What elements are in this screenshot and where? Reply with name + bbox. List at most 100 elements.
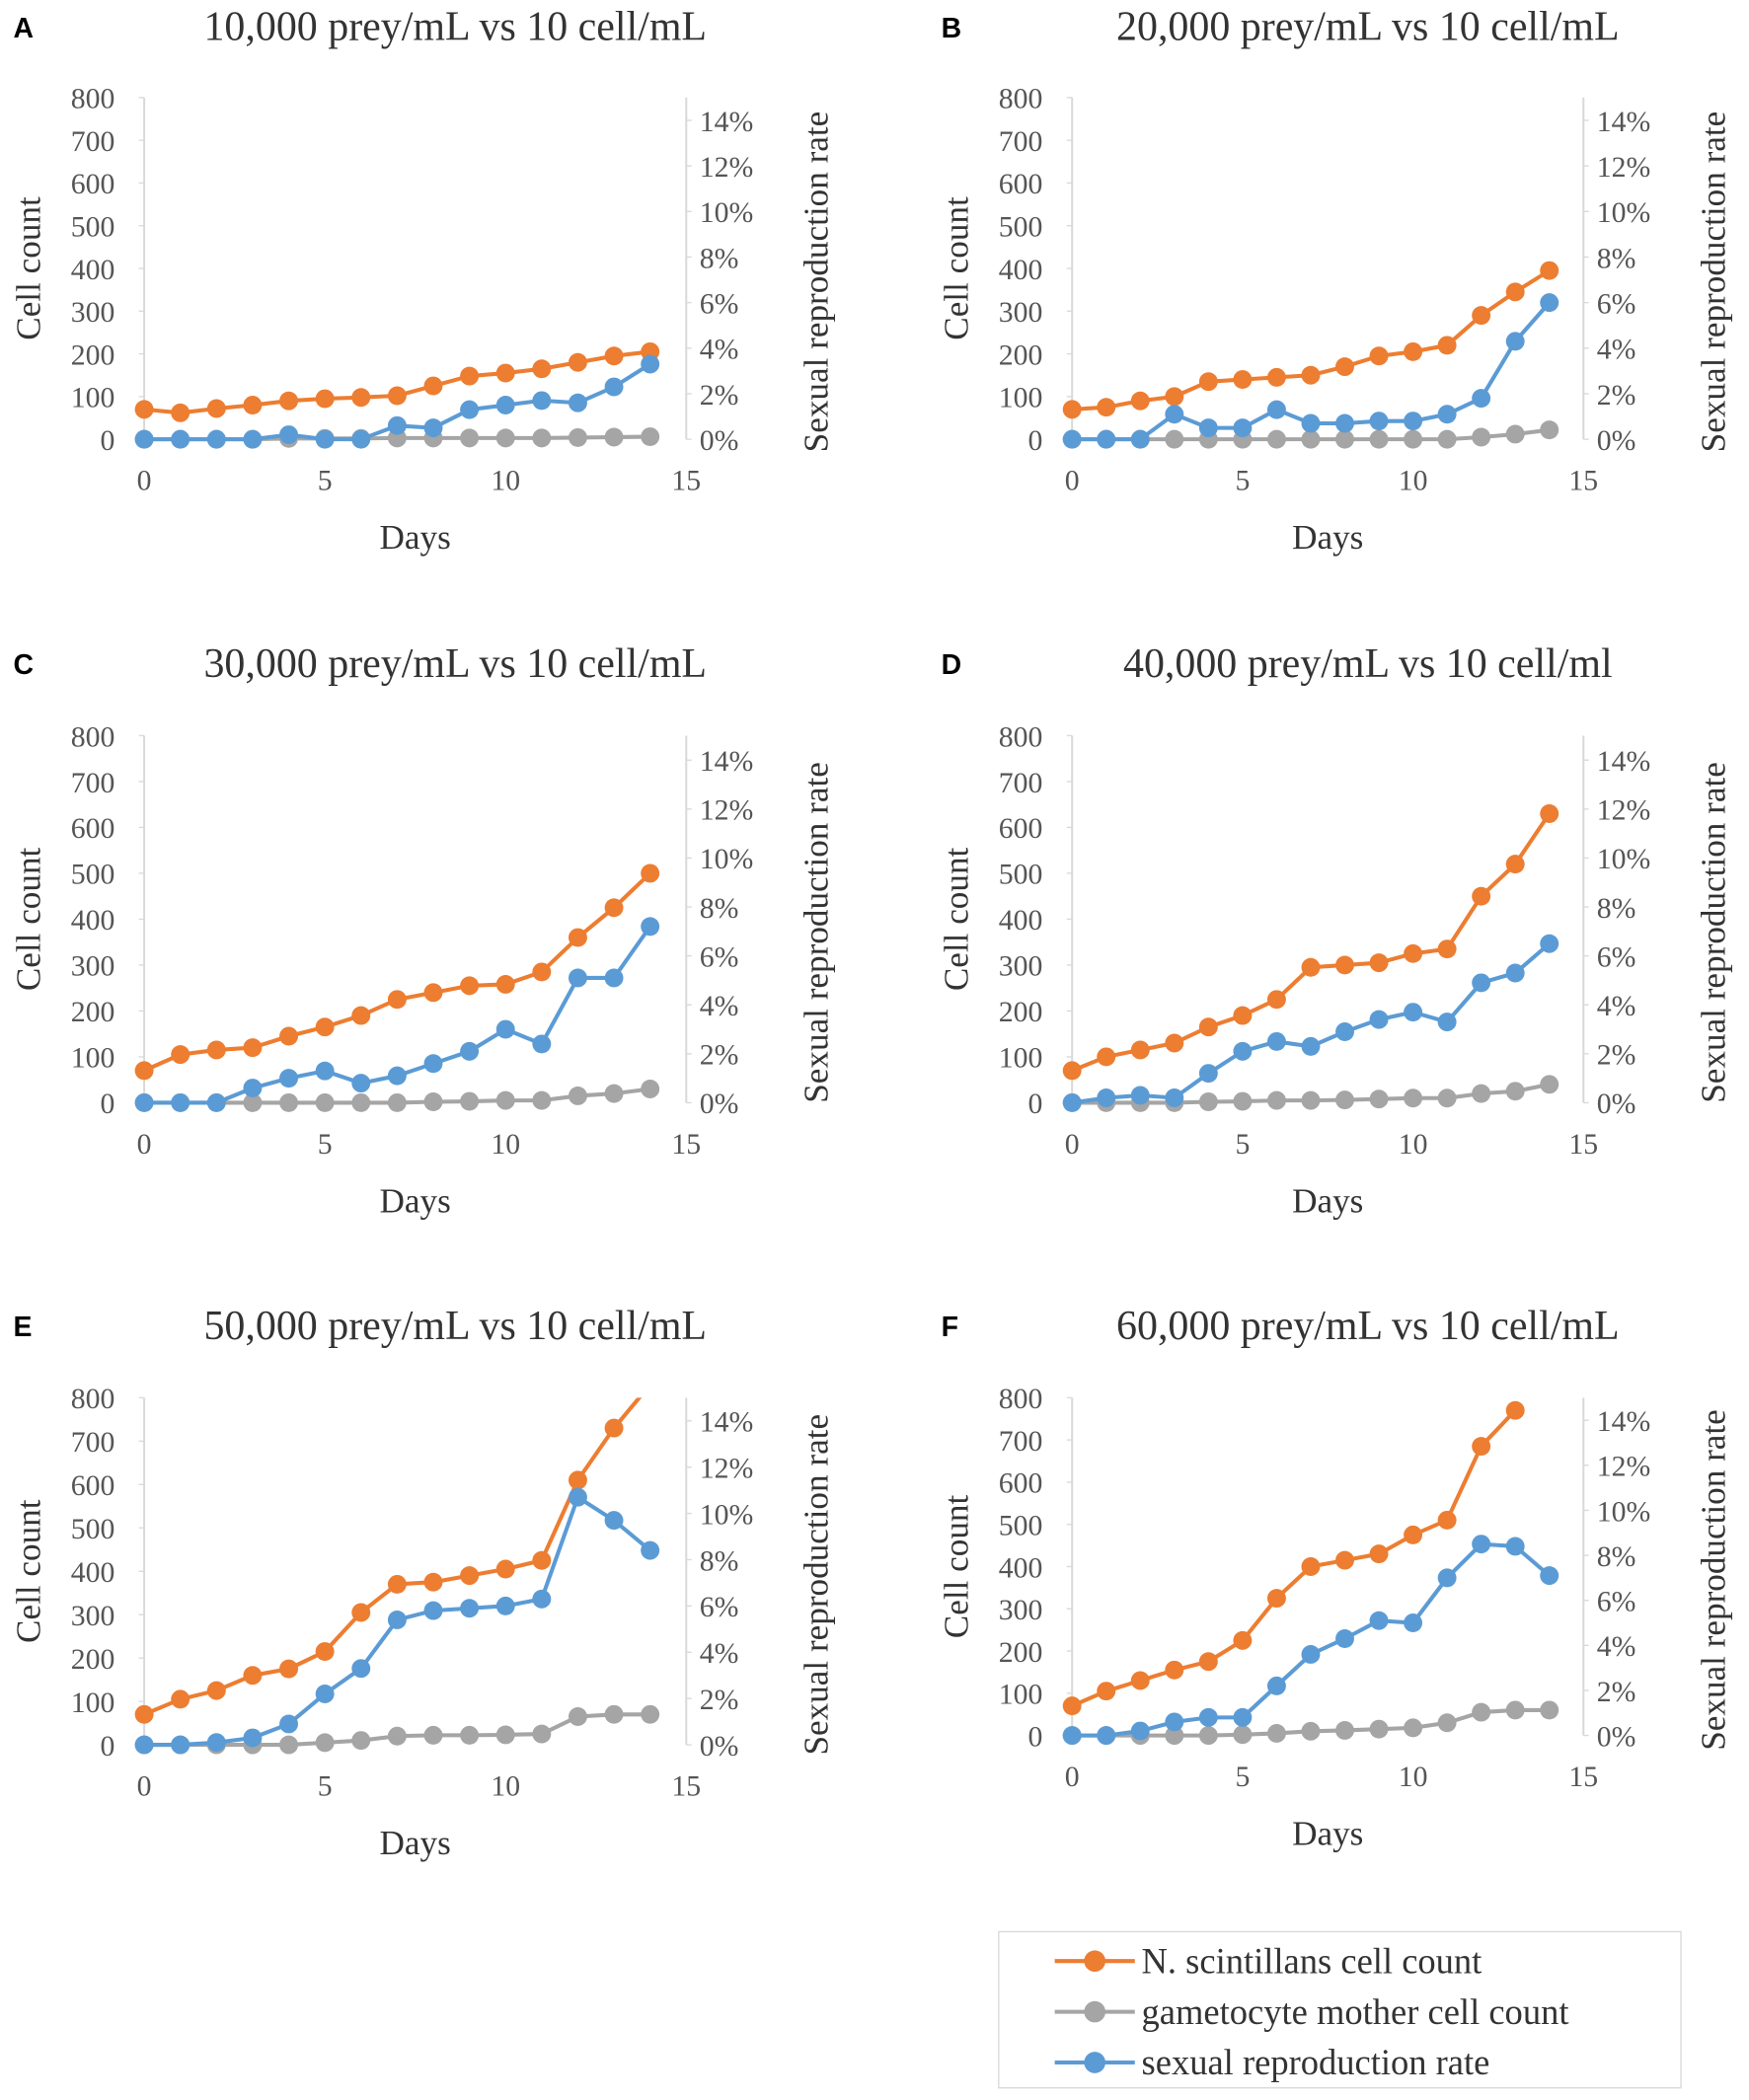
y-tick-label: 600 [999,1467,1043,1500]
data-point [532,359,552,379]
y2-tick-label: 10% [1597,196,1651,229]
data-point [641,427,660,447]
panel: F 60,000 prey/mL vs 10 cell/mL01002003004… [938,1304,1733,1853]
data-point [1505,855,1525,874]
data-point [460,428,480,448]
data-point [604,377,624,397]
data-point [1198,1726,1218,1746]
y-tick-label: 300 [999,950,1043,983]
data-point [532,428,552,448]
data-point [134,1061,154,1081]
data-point [387,1726,407,1746]
data-point [387,990,407,1010]
data-point [460,1566,480,1586]
data-point [641,1080,660,1098]
data-point [1540,934,1559,953]
y2-tick-label: 6% [1597,940,1636,973]
data-point [460,1599,480,1618]
data-point [279,1735,299,1755]
data-point [1165,1712,1184,1732]
data-point [134,400,154,419]
data-point [1369,1544,1389,1564]
y2-tick-label: 12% [1597,794,1651,827]
y2-axis-label: Sexual reproduction rate [1695,112,1733,453]
data-point [315,429,335,449]
data-point [1437,405,1457,424]
y-tick-label: 200 [71,1643,115,1676]
y2-tick-label: 4% [700,334,739,366]
data-point [1233,1091,1253,1111]
x-tick-label: 10 [491,1128,520,1161]
data-point [387,386,407,406]
y2-tick-label: 0% [1597,1720,1636,1753]
data-point [171,429,190,449]
y2-tick-label: 10% [700,843,754,875]
data-point [243,396,263,414]
data-point [1505,1082,1525,1101]
data-point [1472,1437,1491,1457]
data-point [1335,413,1354,433]
series-line [143,1397,643,1717]
data-point [532,1724,552,1744]
data-point [387,415,407,435]
data-point [495,1019,515,1039]
data-point [568,352,587,372]
data-point [206,1040,226,1060]
data-point [1165,387,1184,407]
data-point [1540,1700,1559,1720]
panel: D 40,000 prey/mL vs 10 cell/ml01002003004… [938,641,1733,1220]
data-point [1301,1644,1321,1664]
data-point [279,391,299,411]
data-point [171,1735,190,1755]
data-point [1233,1707,1253,1727]
data-point [1301,1721,1321,1741]
y2-tick-label: 14% [700,106,754,138]
data-point [641,354,660,374]
data-point [568,928,587,947]
data-point [315,1733,335,1753]
data-point [1301,429,1321,449]
data-point [641,1376,659,1394]
y2-tick-label: 2% [1597,1039,1636,1072]
x-tick-label: 5 [1235,1128,1250,1161]
data-point [1437,939,1457,959]
y-axis-label: Cell count [938,1495,976,1639]
data-point [1437,1012,1457,1032]
y-axis-label: Cell count [10,847,48,991]
y2-tick-label: 2% [700,1684,739,1716]
data-point [1437,1568,1457,1588]
data-point [1335,1022,1354,1041]
y-tick-label: 800 [71,720,115,753]
data-point [1266,429,1286,449]
x-tick-label: 15 [1568,1128,1598,1161]
data-point [1165,1660,1184,1680]
series-line [1071,1408,1517,1708]
x-tick-label: 15 [671,1128,701,1161]
y2-tick-label: 4% [700,990,739,1022]
data-point [1335,1720,1354,1740]
y2-tick-label: 4% [1597,990,1636,1022]
data-point [423,1601,443,1620]
y2-axis-label: Sexual reproduction rate [798,112,836,453]
data-point [495,1596,515,1615]
data-point [1233,418,1253,438]
x-tick-label: 15 [671,465,701,497]
y-tick-label: 600 [71,1469,115,1502]
y-tick-label: 600 [999,812,1043,845]
data-point [460,400,480,419]
data-point [206,1681,226,1700]
x-tick-label: 0 [137,1128,152,1161]
data-point [495,396,515,414]
data-point [171,1092,190,1112]
data-point [1369,1089,1389,1109]
data-point [1233,1725,1253,1745]
y2-tick-label: 4% [1597,334,1636,366]
data-point [1198,1652,1218,1672]
legend-label: gametocyte mother cell count [1142,1991,1569,2032]
y-tick-label: 0 [1028,1088,1043,1120]
data-point [568,1470,587,1490]
panel: A 10,000 prey/mL vs 10 cell/mL01002003004… [10,5,836,557]
data-point [1472,973,1491,993]
data-point [1335,429,1354,449]
data-point [1233,370,1253,390]
